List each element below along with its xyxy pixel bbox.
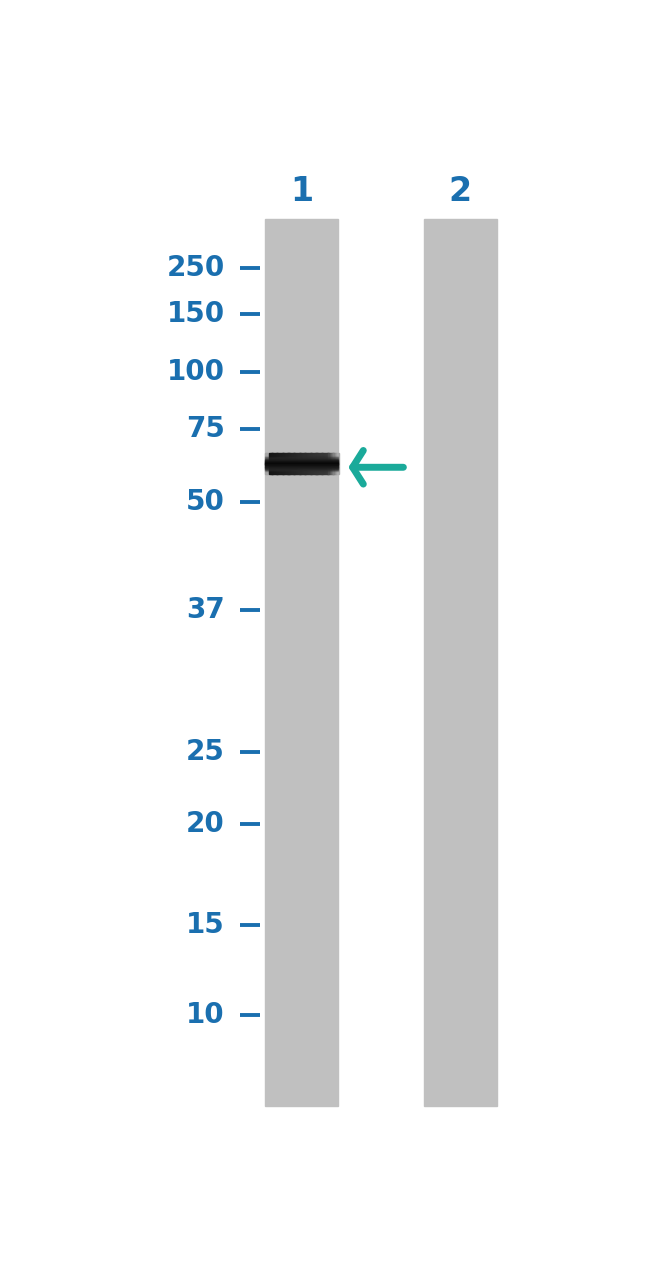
Bar <box>331 452 333 474</box>
Bar <box>318 452 320 474</box>
Bar <box>274 452 276 474</box>
Bar <box>298 452 300 474</box>
Bar <box>278 452 279 474</box>
Bar <box>270 452 272 474</box>
Text: 2: 2 <box>448 175 472 208</box>
Bar <box>294 452 296 474</box>
Bar <box>289 452 291 474</box>
Bar <box>299 452 301 474</box>
Text: 37: 37 <box>186 596 225 624</box>
Bar <box>265 452 267 474</box>
Bar <box>268 452 269 474</box>
Bar <box>287 452 289 474</box>
Text: 25: 25 <box>186 738 225 766</box>
Bar <box>265 218 338 1106</box>
Text: 1: 1 <box>290 175 313 208</box>
Bar <box>302 452 304 474</box>
Bar <box>276 452 278 474</box>
Text: 50: 50 <box>186 488 225 516</box>
Bar <box>283 452 285 474</box>
Bar <box>328 452 330 474</box>
Bar <box>333 452 335 474</box>
Bar <box>332 452 334 474</box>
Bar <box>310 452 312 474</box>
Bar <box>296 452 297 474</box>
Bar <box>314 452 315 474</box>
Bar <box>275 452 277 474</box>
Bar <box>313 452 315 474</box>
Bar <box>268 452 270 474</box>
Bar <box>282 452 284 474</box>
Bar <box>335 452 336 474</box>
Bar <box>324 452 325 474</box>
Bar <box>337 452 339 474</box>
Bar <box>317 452 318 474</box>
Bar <box>320 452 322 474</box>
Bar <box>291 452 292 474</box>
Bar <box>286 452 287 474</box>
Bar <box>326 452 328 474</box>
Bar <box>285 452 286 474</box>
Text: 20: 20 <box>186 810 225 838</box>
Bar <box>327 452 329 474</box>
Bar <box>309 452 311 474</box>
Bar <box>304 452 306 474</box>
Bar <box>303 452 305 474</box>
Bar <box>272 452 274 474</box>
Text: 10: 10 <box>186 1001 225 1029</box>
Text: 250: 250 <box>166 254 225 282</box>
Bar <box>292 452 294 474</box>
Bar <box>280 452 281 474</box>
Bar <box>336 452 337 474</box>
Bar <box>266 452 268 474</box>
Bar <box>306 452 307 474</box>
Bar <box>307 452 309 474</box>
Bar <box>317 452 319 474</box>
Text: 150: 150 <box>166 300 225 328</box>
Bar <box>315 452 317 474</box>
Bar <box>297 452 298 474</box>
Bar <box>278 452 280 474</box>
Text: 75: 75 <box>186 415 225 443</box>
Text: 15: 15 <box>186 911 225 939</box>
Bar <box>321 452 323 474</box>
Bar <box>307 452 308 474</box>
Bar <box>300 452 302 474</box>
Text: 100: 100 <box>167 358 225 386</box>
Bar <box>281 452 283 474</box>
Bar <box>288 452 290 474</box>
Bar <box>311 452 313 474</box>
Bar <box>330 452 332 474</box>
Bar <box>424 218 497 1106</box>
Bar <box>322 452 324 474</box>
Bar <box>325 452 326 474</box>
Bar <box>293 452 295 474</box>
Bar <box>271 452 273 474</box>
